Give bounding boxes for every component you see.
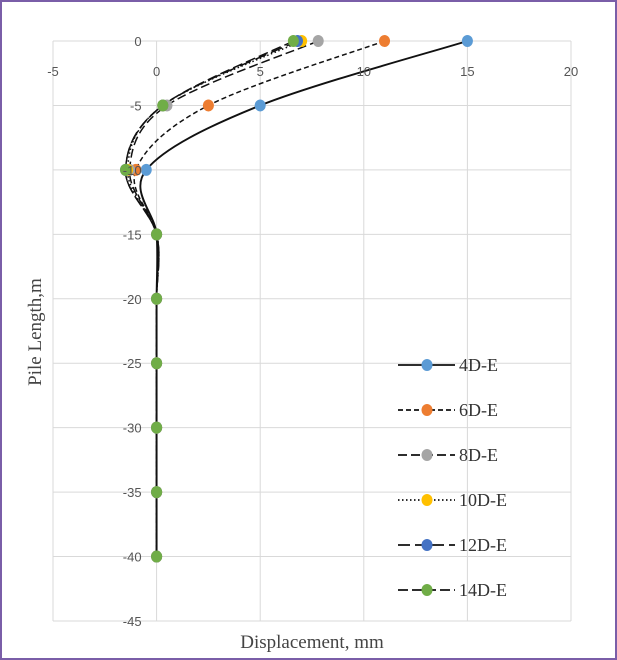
x-tick-label-0: -5 bbox=[47, 64, 59, 79]
point-14d-e-8 bbox=[151, 550, 163, 563]
y-tick-label-3: -15 bbox=[123, 227, 142, 242]
y-tick-label-1: -5 bbox=[130, 98, 142, 113]
x-tick-label-5: 20 bbox=[564, 64, 578, 79]
y-tick-label-2: -10 bbox=[123, 163, 142, 178]
legend-label-6d-e: 6D-E bbox=[459, 400, 498, 420]
x-tick-label-1: 0 bbox=[153, 64, 160, 79]
gridlines bbox=[52, 40, 572, 622]
point-14d-e-4 bbox=[151, 292, 163, 305]
point-14d-e-6 bbox=[151, 421, 163, 434]
legend-label-12d-e: 12D-E bbox=[459, 535, 507, 555]
legend-marker-4d-e bbox=[421, 359, 433, 371]
x-axis-title: Displacement, mm bbox=[240, 632, 384, 653]
legend-marker-6d-e bbox=[421, 404, 433, 416]
legend-label-4d-e: 4D-E bbox=[459, 355, 498, 375]
y-tick-label-6: -30 bbox=[123, 421, 142, 436]
point-6d-e-1 bbox=[202, 99, 214, 112]
x-tick-labels: -5 0 5 10 15 20 bbox=[47, 64, 578, 79]
x-tick-label-3: 10 bbox=[357, 64, 371, 79]
point-14d-e-0 bbox=[287, 35, 299, 47]
series-line-12d-e bbox=[124, 40, 298, 557]
point-14d-e-2 bbox=[120, 163, 132, 176]
y-tick-label-5: -25 bbox=[123, 356, 142, 371]
point-4d-e-0 bbox=[461, 35, 473, 47]
point-14d-e-7 bbox=[151, 486, 163, 499]
y-tick-label-0: 0 bbox=[134, 34, 141, 49]
y-tick-label-8: -40 bbox=[123, 550, 142, 565]
y-tick-labels: 0 -5 -10 -15 -20 -25 -30 -35 -40 -45 bbox=[123, 34, 142, 629]
legend-marker-10d-e bbox=[421, 494, 433, 506]
legend-label-10d-e: 10D-E bbox=[459, 490, 507, 510]
legend-marker-8d-e bbox=[421, 449, 433, 461]
legend-label-14d-e: 14D-E bbox=[459, 580, 507, 600]
legend: 4D-E 6D-E 8D-E 10D-E 12D-E 14D-E bbox=[398, 355, 507, 600]
point-14d-e-1 bbox=[157, 99, 169, 112]
legend-label-8d-e: 8D-E bbox=[459, 445, 498, 465]
series-markers bbox=[120, 35, 473, 563]
point-4d-e-2 bbox=[140, 163, 152, 176]
y-axis-title: Pile Length,m bbox=[25, 278, 46, 386]
point-14d-e-3 bbox=[151, 228, 163, 241]
y-tick-label-7: -35 bbox=[123, 485, 142, 500]
legend-marker-14d-e bbox=[421, 584, 433, 596]
point-8d-e-0 bbox=[312, 35, 324, 47]
legend-marker-12d-e bbox=[421, 539, 433, 551]
y-tick-label-4: -20 bbox=[123, 292, 142, 307]
point-4d-e-1 bbox=[254, 99, 266, 112]
x-tick-label-4: 15 bbox=[460, 64, 474, 79]
x-tick-label-2: 5 bbox=[257, 64, 264, 79]
point-14d-e-5 bbox=[151, 357, 163, 370]
point-6d-e-0 bbox=[379, 35, 391, 47]
y-tick-label-9: -45 bbox=[123, 614, 142, 629]
